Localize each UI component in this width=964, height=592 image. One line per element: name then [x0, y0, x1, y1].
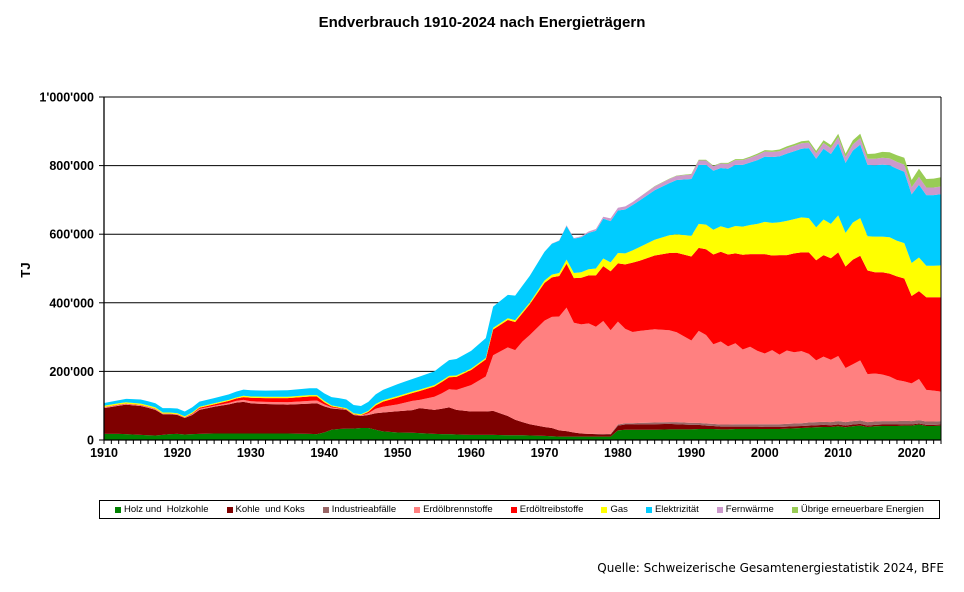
x-tick-label: 1960	[457, 446, 485, 460]
legend-item: Holz und Holzkohle	[115, 504, 209, 515]
legend-item: Kohle und Koks	[226, 504, 305, 515]
legend: Holz und Holzkohle Kohle und Koks Industri…	[99, 500, 940, 519]
legend-label: Elektrizität	[654, 504, 699, 515]
legend-swatch	[510, 506, 517, 513]
x-tick-label: 1950	[384, 446, 412, 460]
legend-item: Elektrizität	[645, 504, 699, 515]
source-note: Quelle: Schweizerische Gesamtenergiestat…	[597, 561, 944, 575]
y-axis-title: TJ	[18, 262, 33, 277]
area-erdöltreibstoffe	[104, 247, 941, 418]
area-kohle-und-koks	[104, 401, 941, 437]
x-tick-label: 2020	[898, 446, 926, 460]
y-ticks: 0 200'000 400'000 600'000 800'000 1'000'000	[39, 91, 104, 448]
stacked-areas	[104, 133, 941, 440]
x-tick-label: 1930	[237, 446, 265, 460]
area-industrieabfälle	[104, 401, 941, 435]
area-elektrizität	[104, 143, 941, 417]
legend-item: Übrige erneuerbare Energien	[791, 504, 924, 515]
y-tick-label: 600'000	[49, 228, 94, 242]
legend-item: Gas	[601, 504, 628, 515]
legend-swatch	[414, 506, 421, 513]
legend-label: Erdöltreibstoffe	[519, 504, 584, 515]
legend-label: Gas	[610, 504, 628, 515]
x-tick-label: 2010	[824, 446, 852, 460]
y-tick-label: 200'000	[49, 365, 94, 379]
legend-label: Fernwärme	[725, 504, 774, 515]
legend-swatch	[115, 506, 121, 513]
chart-title: Endverbrauch 1910-2024 nach Energieträge…	[318, 14, 646, 31]
y-tick-label: 400'000	[49, 296, 94, 310]
legend-swatch	[716, 506, 723, 513]
legend-label: Industrieabfälle	[331, 504, 397, 515]
x-tick-label: 2000	[751, 446, 779, 460]
x-tick-label: 1920	[164, 446, 192, 460]
y-tick-label: 0	[87, 434, 94, 448]
legend-item: Fernwärme	[716, 504, 774, 515]
legend-item: Erdölbrennstoffe	[414, 504, 493, 515]
legend-label: Kohle und Koks	[235, 504, 305, 515]
y-tick-label: 800'000	[49, 159, 94, 173]
legend-item: Erdöltreibstoffe	[510, 504, 584, 515]
x-ticks: 1910 1920 1930 1940 1950 1960 1970 1980 1990 2000…	[90, 440, 942, 460]
area-gas	[104, 215, 941, 418]
x-tick-label: 1970	[531, 446, 559, 460]
legend-label: Holz und Holzkohle	[124, 504, 209, 515]
legend-label: Übrige erneuerbare Energien	[800, 504, 924, 515]
legend-swatch	[645, 506, 652, 513]
legend-swatch	[791, 506, 798, 513]
area-erdölbrennstoffe	[104, 307, 941, 435]
y-tick-label: 1'000'000	[39, 91, 94, 105]
area-holz-und-holzkohle	[104, 424, 941, 440]
x-tick-label: 1940	[310, 446, 338, 460]
x-tick-label: 1990	[677, 446, 705, 460]
legend-label: Erdölbrennstoffe	[423, 504, 493, 515]
legend-swatch	[322, 506, 329, 513]
x-tick-label: 1980	[604, 446, 632, 460]
legend-item: Industrieabfälle	[322, 504, 397, 515]
legend-swatch	[226, 506, 233, 513]
legend-swatch	[601, 506, 608, 513]
x-tick-label: 1910	[90, 446, 118, 460]
